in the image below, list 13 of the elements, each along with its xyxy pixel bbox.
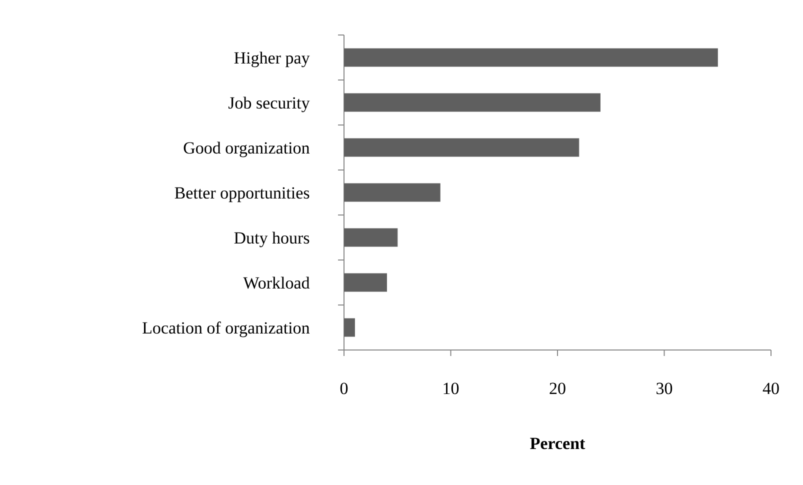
- y-tick-label: Better opportunities: [174, 187, 310, 202]
- y-tick-label: Duty hours: [234, 232, 310, 248]
- x-tick-label: 10: [444, 382, 459, 394]
- x-tick-label: 40: [762, 382, 779, 394]
- x-tick-label: 30: [656, 382, 672, 394]
- x-axis-title: Percent: [530, 438, 586, 450]
- y-tick-label: Location of organization: [142, 322, 310, 338]
- x-tick-label: 20: [550, 382, 566, 394]
- y-tick-label: Job security: [228, 96, 310, 112]
- y-tick-label: Higher pay: [234, 52, 310, 68]
- y-tick-label: Good organization: [184, 142, 310, 158]
- x-tick-label: 0: [340, 382, 348, 394]
- y-tick-label: Workload: [243, 276, 310, 289]
